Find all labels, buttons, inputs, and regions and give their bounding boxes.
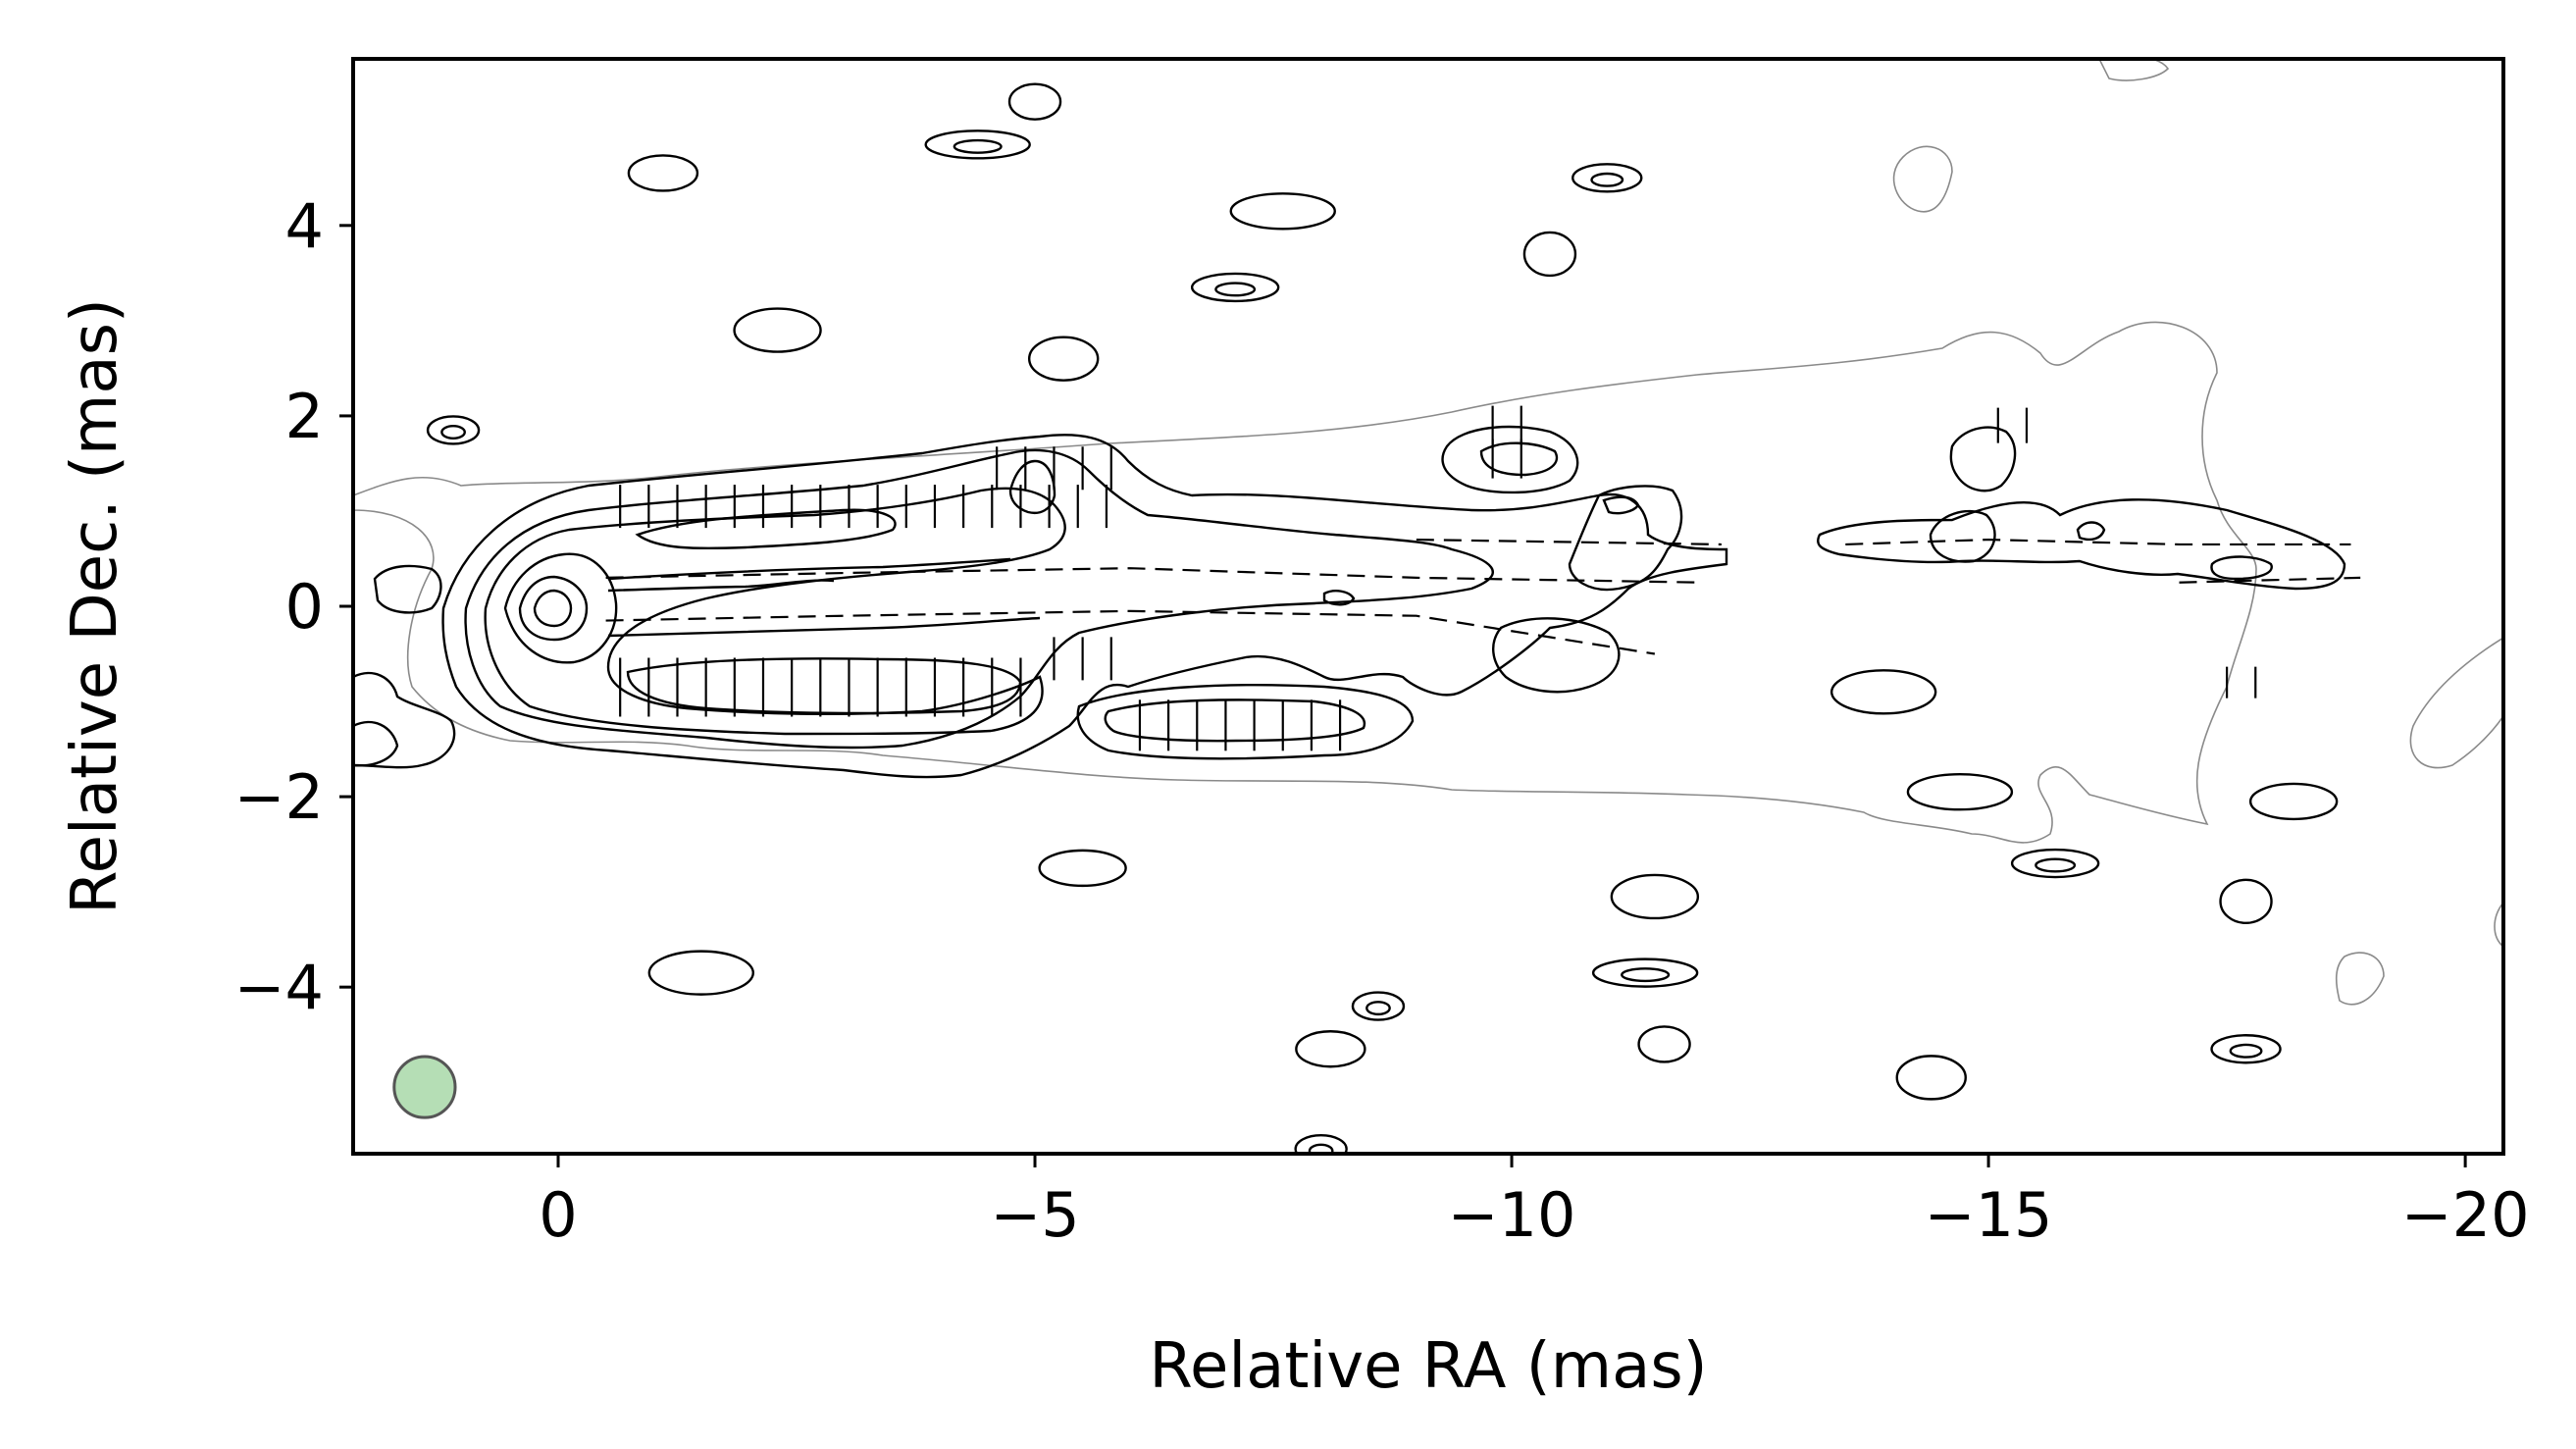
noise-contour <box>627 154 699 192</box>
knot-contour-inner <box>1602 495 1640 515</box>
noise-contour <box>1295 1030 1366 1068</box>
noise-contour <box>1906 773 2014 811</box>
polarization-ridge-line <box>1416 538 1722 546</box>
noise-contour-inner <box>440 424 466 440</box>
jet-contour-2 <box>464 448 1494 750</box>
knot-contour <box>1322 590 1356 606</box>
noise-contour <box>924 129 1031 160</box>
core-contour-1 <box>518 575 589 642</box>
noise-contour <box>1007 82 1062 121</box>
distant-knot-contour <box>1949 426 2017 492</box>
noise-contour-inner <box>1214 282 1257 297</box>
noise-contour <box>1829 669 1937 715</box>
counterjet-contour <box>353 720 399 767</box>
noise-contour <box>2219 878 2273 925</box>
x-tick-label: 0 <box>539 1179 577 1251</box>
noise-contour <box>2248 782 2339 821</box>
jet-contour-1 <box>441 434 1728 779</box>
polarization-ridge-line <box>2179 576 2361 584</box>
x-tick-label: −10 <box>1448 1179 1576 1251</box>
noise-contour <box>1351 991 1406 1021</box>
distant-knot-contour-inner <box>1929 509 1996 563</box>
ridge-contour <box>607 616 1041 638</box>
counterjet-contour <box>373 564 442 614</box>
polarization-ridge-line <box>605 609 1656 655</box>
noise-contour-inner <box>1590 172 1624 187</box>
y-tick-label: −2 <box>234 761 324 833</box>
ridge-contour <box>607 557 1011 581</box>
noise-contour <box>1294 1133 1348 1154</box>
noise-contour <box>1610 873 1700 920</box>
distant-knot-contour-inner <box>2210 555 2273 581</box>
knot-contour <box>1568 485 1683 592</box>
grey-contour-envelope <box>353 321 2257 844</box>
lower-knot-contour <box>1076 684 1415 760</box>
noise-contour <box>426 415 481 445</box>
y-axis-label: Relative Dec. (mas) <box>59 298 131 914</box>
grey-contour-island <box>2409 637 2503 769</box>
y-tick-label: 2 <box>285 381 324 452</box>
y-tick-label: −4 <box>234 952 324 1023</box>
knot-contour-inner <box>1479 441 1558 477</box>
ridge-contour <box>607 579 835 593</box>
x-tick-label: −20 <box>2401 1179 2530 1251</box>
noise-contour <box>1522 231 1577 278</box>
noise-contour <box>733 307 822 353</box>
noise-contour <box>647 950 755 996</box>
noise-contour <box>2010 848 2100 879</box>
knot-contour <box>1441 425 1579 494</box>
y-tick-label: 4 <box>285 190 324 262</box>
noise-contour <box>1038 849 1127 888</box>
x-tick-label: −5 <box>990 1179 1079 1251</box>
noise-contour <box>1571 163 1643 193</box>
polarization-ridge-line <box>605 567 1703 584</box>
jet-contour-4 <box>503 552 618 664</box>
distant-knot-contour <box>1817 498 2346 591</box>
noise-contour-inner <box>1308 1143 1334 1154</box>
noise-contour <box>1637 1025 1691 1063</box>
noise-contour <box>1895 1055 1967 1101</box>
grey-contour-island <box>2335 952 2385 1006</box>
x-tick-label: −15 <box>1925 1179 2053 1251</box>
noise-contour <box>2210 1034 2282 1064</box>
knot-contour <box>1492 617 1621 694</box>
knot-contour <box>1008 459 1056 514</box>
noise-contour <box>1591 957 1699 988</box>
y-tick-label: 0 <box>285 571 324 643</box>
jet-contour-3 <box>484 487 1066 736</box>
lower-knot-contour-inner <box>1104 699 1366 743</box>
noise-contour <box>1190 272 1280 303</box>
grey-contour-island <box>1892 145 1953 213</box>
core-contour-2 <box>533 589 573 628</box>
noise-contour <box>1229 192 1336 231</box>
noise-contour-inner <box>953 138 1003 154</box>
upper-lobe-contour <box>635 508 897 550</box>
lower-lobe-contour <box>626 657 1022 715</box>
noise-contour <box>1027 336 1100 382</box>
noise-contour-inner <box>2229 1043 2263 1059</box>
x-axis-label: Relative RA (mas) <box>1149 1330 1707 1403</box>
counterjet-contour <box>353 671 456 769</box>
distant-knot-contour-inner <box>2076 521 2106 542</box>
noise-contour-inner <box>1621 967 1671 983</box>
noise-contour-inner <box>1365 1001 1391 1016</box>
noise-contour-inner <box>2035 857 2077 873</box>
polarization-ridge-line <box>1845 538 2351 546</box>
grey-contour-island <box>2098 59 2170 81</box>
beam-ellipse <box>392 1055 457 1119</box>
